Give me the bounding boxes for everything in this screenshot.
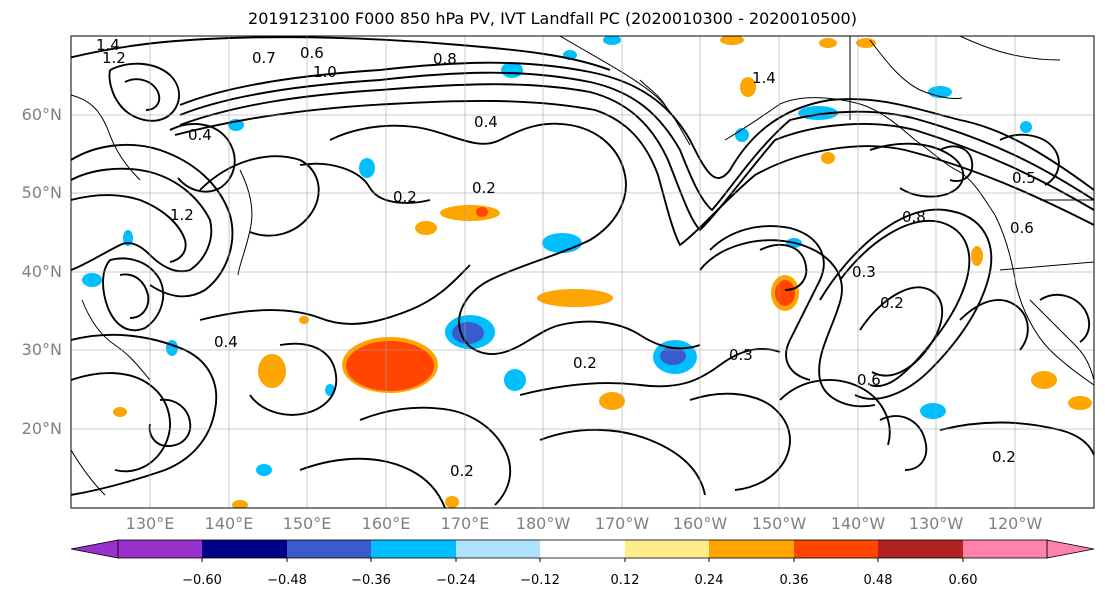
contour-label: 1.4 bbox=[96, 36, 120, 54]
colorbar-extend-max bbox=[1046, 539, 1095, 559]
contour-label: 0.6 bbox=[857, 371, 881, 389]
colorbar-segment bbox=[625, 540, 709, 558]
colorbar-segment bbox=[118, 540, 202, 558]
colorbar bbox=[70, 539, 1095, 562]
colorbar-tick-label: −0.48 bbox=[267, 573, 307, 588]
contour-label: 0.4 bbox=[188, 126, 212, 144]
contour-label: 1.0 bbox=[313, 63, 337, 81]
colorbar-tick-label: −0.24 bbox=[436, 573, 476, 588]
colorbar-frame bbox=[117, 539, 1048, 559]
lon-label: 120°W bbox=[987, 514, 1043, 533]
colorbar-segment bbox=[540, 540, 625, 558]
contour-label: 0.8 bbox=[433, 50, 457, 68]
lat-label: 20°N bbox=[21, 419, 62, 438]
colorbar-segment bbox=[456, 540, 540, 558]
coastlines bbox=[71, 36, 1094, 496]
contour-lines bbox=[71, 36, 1094, 508]
colorbar-segment bbox=[287, 540, 371, 558]
colorbar-tick-label: 0.12 bbox=[610, 573, 640, 588]
graticule bbox=[71, 36, 1094, 508]
colorbar-tick-label: 0.24 bbox=[694, 573, 724, 588]
contour-label: 0.4 bbox=[474, 113, 498, 131]
contour-label: 1.2 bbox=[170, 206, 194, 224]
contour-label: 0.2 bbox=[450, 462, 474, 480]
contour-label: 0.6 bbox=[1010, 219, 1034, 237]
lat-label: 40°N bbox=[21, 262, 62, 281]
contour-label: 1.2 bbox=[102, 49, 126, 67]
lon-label: 130°E bbox=[125, 514, 175, 533]
colorbar-segment bbox=[202, 540, 287, 558]
lon-label: 140°W bbox=[830, 514, 886, 533]
contour-label: 0.4 bbox=[214, 333, 238, 351]
colorbar-tick-label: 0.36 bbox=[779, 573, 809, 588]
lat-label: 30°N bbox=[21, 340, 62, 359]
lon-label: 170°W bbox=[594, 514, 650, 533]
colorbar-segment bbox=[794, 540, 878, 558]
contour-label: 0.6 bbox=[300, 44, 324, 62]
lon-label: 150°W bbox=[751, 514, 807, 533]
colorbar-tick-label: −0.60 bbox=[182, 573, 222, 588]
contour-label: 0.2 bbox=[472, 179, 496, 197]
contour-label: 0.8 bbox=[902, 208, 926, 226]
contour-label: 0.2 bbox=[880, 294, 904, 312]
map-title: 2019123100 F000 850 hPa PV, IVT Landfall… bbox=[248, 9, 857, 28]
map-area: 1.4 1.2 0.7 0.6 1.0 0.8 1.4 0.4 0.2 0.2 … bbox=[71, 36, 1094, 508]
lon-label: 160°E bbox=[361, 514, 411, 533]
contour-label: 0.5 bbox=[1012, 169, 1036, 187]
colorbar-tick-label: −0.12 bbox=[520, 573, 560, 588]
map-frame bbox=[70, 35, 1095, 509]
colorbar-tick-label: 0.60 bbox=[948, 573, 978, 588]
lon-label: 140°E bbox=[204, 514, 254, 533]
colorbar-segment bbox=[963, 540, 1047, 558]
colorbar-tick-label: 0.48 bbox=[863, 573, 893, 588]
lon-label: 150°E bbox=[282, 514, 332, 533]
lat-label: 50°N bbox=[21, 183, 62, 202]
lon-label: 130°W bbox=[908, 514, 964, 533]
lat-label: 60°N bbox=[21, 105, 62, 124]
colorbar-extend-min bbox=[70, 539, 119, 559]
colorbar-tick-label: −0.36 bbox=[351, 573, 391, 588]
colorbar-segment bbox=[878, 540, 963, 558]
contour-label: 0.2 bbox=[992, 448, 1016, 466]
contour-label: 0.3 bbox=[852, 263, 876, 281]
contour-labels: 1.4 1.2 0.7 0.6 1.0 0.8 1.4 0.4 0.2 0.2 … bbox=[96, 36, 1036, 480]
contour-label: 0.2 bbox=[573, 354, 597, 372]
contour-label: 0.3 bbox=[729, 346, 753, 364]
colorbar-segment bbox=[371, 540, 456, 558]
contour-label: 0.7 bbox=[252, 49, 276, 67]
lon-label: 170°E bbox=[440, 514, 490, 533]
lon-label: 180°W bbox=[515, 514, 571, 533]
pv-shading bbox=[82, 36, 1092, 508]
contour-label: 0.2 bbox=[393, 188, 417, 206]
lon-label: 160°W bbox=[672, 514, 728, 533]
contour-label: 1.4 bbox=[752, 69, 776, 87]
colorbar-segment bbox=[709, 540, 794, 558]
